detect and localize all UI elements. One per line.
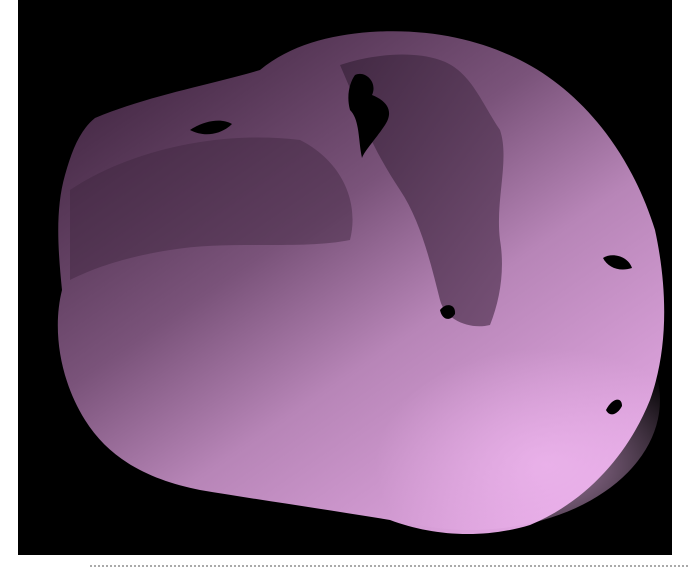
- shaded-region: [70, 137, 353, 280]
- hole: [348, 73, 390, 158]
- hole: [603, 255, 632, 270]
- hole: [190, 120, 232, 135]
- hole: [440, 305, 456, 319]
- hole: [606, 399, 622, 415]
- highlight: [280, 270, 660, 530]
